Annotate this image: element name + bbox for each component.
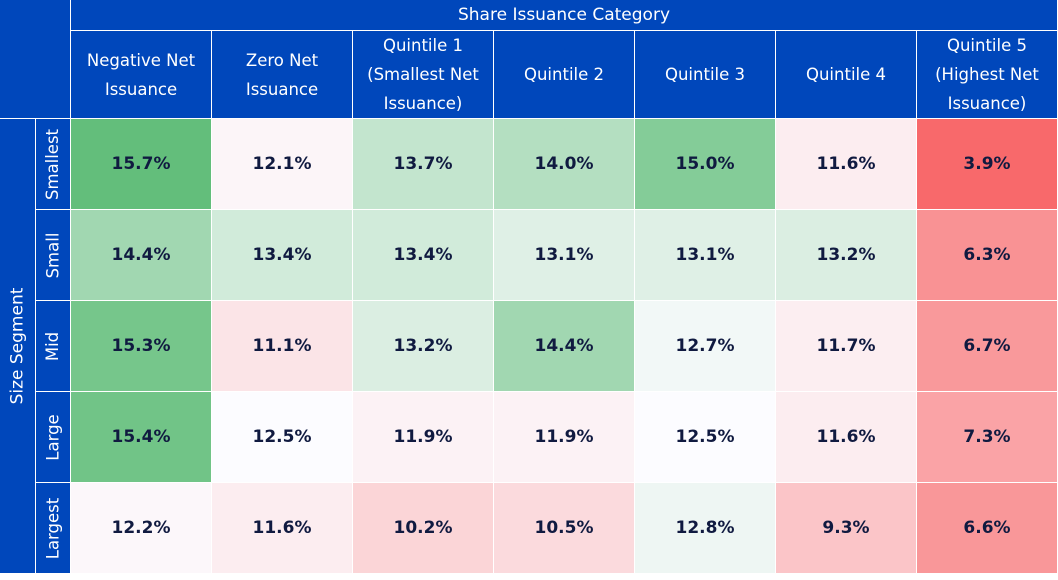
column-header-zero-net-issuance: Zero Net Issuance [212, 31, 352, 118]
cell-largest-quintile-2: 10.5% [494, 483, 634, 573]
cell-small-quintile-4: 13.2% [776, 210, 916, 300]
cell-small-quintile-5-highest-net-issuance: 6.3% [917, 210, 1057, 300]
column-header-quintile-1-smallest-net-issuance: Quintile 1 (Smallest Net Issuance) [353, 31, 493, 118]
x-axis-title: Share Issuance Category [71, 0, 1057, 30]
cell-small-zero-net-issuance: 13.4% [212, 210, 352, 300]
column-header-quintile-4: Quintile 4 [776, 31, 916, 118]
cell-small-quintile-1-smallest-net-issuance: 13.4% [353, 210, 493, 300]
cell-smallest-quintile-5-highest-net-issuance: 3.9% [917, 119, 1057, 209]
cell-mid-zero-net-issuance: 11.1% [212, 301, 352, 391]
cell-smallest-quintile-2: 14.0% [494, 119, 634, 209]
cell-small-quintile-3: 13.1% [635, 210, 775, 300]
cell-large-negative-net-issuance: 15.4% [71, 392, 211, 482]
y-axis-title: Size Segment [0, 119, 35, 573]
column-header-quintile-3: Quintile 3 [635, 31, 775, 118]
cell-largest-quintile-5-highest-net-issuance: 6.6% [917, 483, 1057, 573]
column-header-quintile-5-highest-net-issuance: Quintile 5 (Highest Net Issuance) [917, 31, 1057, 118]
cell-largest-quintile-3: 12.8% [635, 483, 775, 573]
cell-mid-quintile-4: 11.7% [776, 301, 916, 391]
cell-largest-negative-net-issuance: 12.2% [71, 483, 211, 573]
cell-large-quintile-4: 11.6% [776, 392, 916, 482]
cell-largest-quintile-1-smallest-net-issuance: 10.2% [353, 483, 493, 573]
column-header-quintile-2: Quintile 2 [494, 31, 634, 118]
cell-mid-quintile-5-highest-net-issuance: 6.7% [917, 301, 1057, 391]
row-header-smallest: Smallest [36, 119, 70, 209]
cell-smallest-zero-net-issuance: 12.1% [212, 119, 352, 209]
cell-small-negative-net-issuance: 14.4% [71, 210, 211, 300]
row-header-large: Large [36, 392, 70, 482]
cell-largest-zero-net-issuance: 11.6% [212, 483, 352, 573]
row-header-small: Small [36, 210, 70, 300]
row-header-mid: Mid [36, 301, 70, 391]
cell-large-zero-net-issuance: 12.5% [212, 392, 352, 482]
cell-large-quintile-5-highest-net-issuance: 7.3% [917, 392, 1057, 482]
cell-smallest-quintile-3: 15.0% [635, 119, 775, 209]
cell-large-quintile-2: 11.9% [494, 392, 634, 482]
corner-cell [0, 0, 70, 118]
cell-smallest-quintile-4: 11.6% [776, 119, 916, 209]
column-header-negative-net-issuance: Negative Net Issuance [71, 31, 211, 118]
row-header-largest: Largest [36, 483, 70, 573]
cell-mid-quintile-2: 14.4% [494, 301, 634, 391]
cell-smallest-quintile-1-smallest-net-issuance: 13.7% [353, 119, 493, 209]
cell-mid-quintile-1-smallest-net-issuance: 13.2% [353, 301, 493, 391]
cell-large-quintile-1-smallest-net-issuance: 11.9% [353, 392, 493, 482]
cell-mid-quintile-3: 12.7% [635, 301, 775, 391]
cell-largest-quintile-4: 9.3% [776, 483, 916, 573]
cell-small-quintile-2: 13.1% [494, 210, 634, 300]
cell-smallest-negative-net-issuance: 15.7% [71, 119, 211, 209]
cell-mid-negative-net-issuance: 15.3% [71, 301, 211, 391]
cell-large-quintile-3: 12.5% [635, 392, 775, 482]
